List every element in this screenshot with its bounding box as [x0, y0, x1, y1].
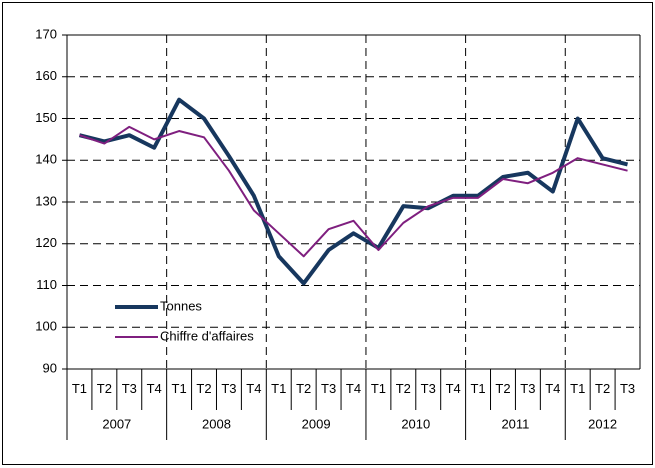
x-group-label: 2011: [501, 416, 529, 431]
y-tick-label: 120: [35, 235, 57, 250]
x-tick-label: T3: [221, 381, 236, 396]
y-tick-label: 100: [35, 319, 57, 334]
x-tick-label: T2: [196, 381, 211, 396]
x-tick-label: T1: [271, 381, 286, 396]
x-tick-label: T3: [620, 381, 635, 396]
x-tick-label: T3: [122, 381, 137, 396]
x-tick-label: T2: [495, 381, 510, 396]
y-tick-label: 130: [35, 193, 57, 208]
y-tick-label: 90: [43, 360, 57, 375]
x-tick-label: T2: [595, 381, 610, 396]
x-tick-label: T3: [421, 381, 436, 396]
x-tick-label: T1: [570, 381, 585, 396]
x-tick-label: T3: [520, 381, 535, 396]
legend-label: Chiffre d'affaires: [160, 328, 254, 343]
legend-label: Tonnes: [160, 298, 202, 313]
x-tick-label: T4: [147, 381, 162, 396]
x-tick-label: T2: [396, 381, 411, 396]
x-group-label: 2010: [401, 416, 430, 431]
x-tick-label: T1: [72, 381, 87, 396]
x-group-label: 2012: [588, 416, 617, 431]
x-tick-label: T4: [545, 381, 560, 396]
x-tick-label: T2: [296, 381, 311, 396]
x-tick-label: T1: [371, 381, 386, 396]
x-tick-label: T4: [446, 381, 461, 396]
y-tick-label: 110: [36, 277, 57, 292]
y-tick-label: 170: [35, 26, 57, 41]
x-group-label: 2007: [102, 416, 131, 431]
x-tick-label: T1: [172, 381, 187, 396]
x-tick-label: T1: [470, 381, 485, 396]
x-tick-label: T4: [246, 381, 261, 396]
x-group-label: 2008: [202, 416, 231, 431]
x-tick-label: T4: [346, 381, 361, 396]
y-tick-label: 140: [35, 152, 57, 167]
series-line: [79, 125, 628, 258]
x-tick-label: T3: [321, 381, 336, 396]
x-tick-label: T2: [97, 381, 112, 396]
y-tick-label: 150: [35, 110, 57, 125]
y-tick-label: 160: [35, 68, 57, 83]
x-group-label: 2009: [302, 416, 331, 431]
